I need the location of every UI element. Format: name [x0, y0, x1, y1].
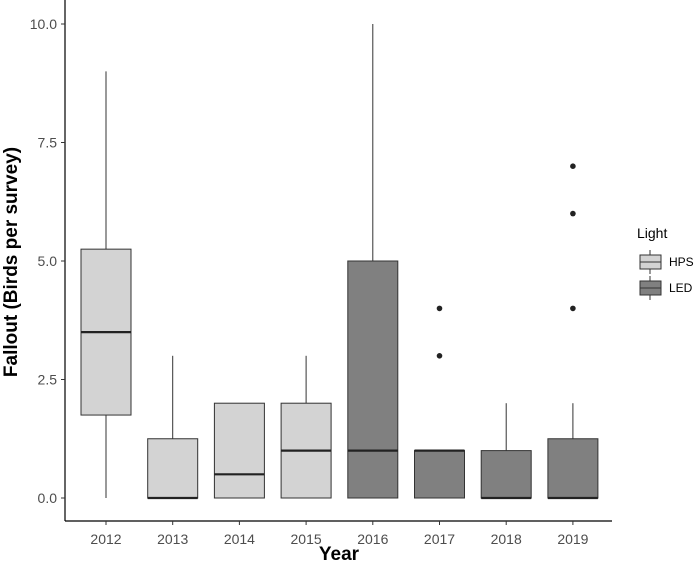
- y-tick-label: 10.0: [30, 16, 57, 32]
- x-tick-label: 2019: [557, 531, 588, 547]
- box-2017: [414, 305, 465, 499]
- box-body: [414, 450, 465, 499]
- x-axis-title: Year: [319, 544, 360, 565]
- axes: 0.0 2.5 5.0 7.5 10.0 2012 2013 2014 2015 2016 2017…: [30, 0, 612, 547]
- box-2019: [547, 163, 599, 500]
- outlier-point: [436, 353, 443, 359]
- outlier-point: [570, 163, 576, 169]
- box-2016: [347, 24, 399, 499]
- boxes: [80, 24, 599, 500]
- box-body: [147, 438, 199, 499]
- x-tick-label: 2012: [90, 531, 121, 547]
- box-2013: [147, 355, 199, 500]
- box-body: [347, 260, 399, 499]
- x-tick-label: 2017: [424, 531, 455, 547]
- box-body: [547, 438, 599, 499]
- box-2015: [280, 355, 332, 499]
- legend-title: Light: [637, 225, 667, 241]
- y-axis-title: Fallout (Birds per survey): [1, 147, 22, 377]
- x-tick-label: 2015: [291, 531, 322, 547]
- x-tick-label: 2013: [157, 531, 188, 547]
- box-body: [213, 402, 265, 499]
- x-tick-label: 2018: [491, 531, 522, 547]
- legend-label: LED: [669, 281, 693, 295]
- box-2012: [80, 71, 132, 498]
- outlier-point: [570, 305, 576, 312]
- y-tick-label: 5.0: [38, 253, 58, 269]
- x-tick-label: 2016: [357, 531, 388, 547]
- box-2014: [213, 402, 265, 499]
- box-body: [480, 450, 532, 499]
- y-tick-label: 2.5: [38, 372, 58, 388]
- x-tick-label: 2014: [224, 531, 255, 547]
- outlier-point: [436, 305, 443, 312]
- y-tick-label: 0.0: [38, 490, 58, 506]
- legend-key-led: LED: [639, 276, 693, 300]
- y-tick-label: 7.5: [38, 135, 58, 151]
- box-2018: [480, 403, 532, 500]
- legend-label: HPS: [669, 255, 694, 269]
- outlier-point: [570, 210, 576, 217]
- legend: Light HPS LED: [637, 225, 694, 300]
- legend-key-hps: HPS: [639, 250, 694, 274]
